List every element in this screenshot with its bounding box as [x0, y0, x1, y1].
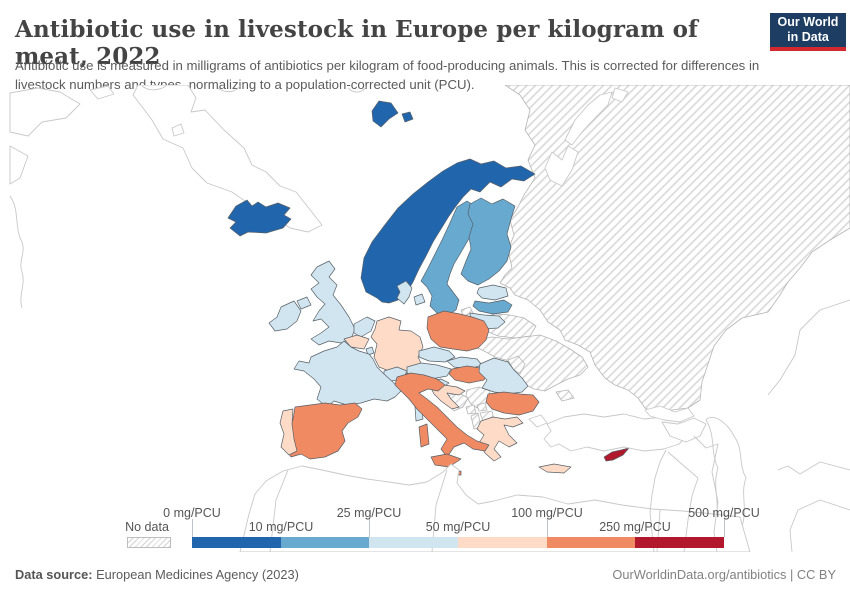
legend-tick-label-3: 50 mg/PCU [425, 520, 491, 534]
legend-bin-2[interactable] [369, 537, 459, 548]
legend-tick-label-5: 250 mg/PCU [599, 520, 671, 534]
country-sardinia[interactable] [418, 423, 430, 448]
owid-logo-line1: Our World [777, 14, 839, 29]
outline-africa [239, 463, 751, 552]
legend-tick-label-1: 10 mg/PCU [248, 520, 314, 534]
country-denmark-zealand[interactable] [413, 293, 426, 306]
country-svalbard-1[interactable] [371, 100, 399, 128]
legend-bin-4[interactable] [546, 537, 636, 548]
country-croatia[interactable] [430, 384, 466, 410]
footer: Data source: European Medicines Agency (… [0, 562, 850, 592]
country-norway[interactable] [360, 158, 536, 304]
country-portugal[interactable] [279, 408, 298, 456]
country-crimea[interactable] [555, 389, 575, 402]
legend-tick-label-0: 0 mg/PCU [163, 506, 221, 520]
country-italy[interactable] [394, 372, 490, 458]
legend-tick-mark-0 [192, 519, 193, 537]
country-greece[interactable] [476, 416, 524, 462]
owid-logo[interactable]: Our World in Data [770, 13, 846, 51]
country-romania[interactable] [478, 357, 529, 395]
outline-central-asia-border [789, 499, 850, 552]
legend-tick-label-4: 100 mg/PCU [511, 506, 583, 520]
outline-syria-iraq-border [667, 451, 699, 552]
country-latvia[interactable] [472, 299, 513, 315]
legend-no-data-swatch[interactable] [127, 537, 171, 548]
outline-levant-coast [649, 449, 667, 552]
country-montenegro[interactable] [465, 404, 477, 415]
outline-canada-3 [89, 85, 115, 100]
outline-kazakhstan-border-1 [767, 299, 850, 396]
page-subtitle: Antibiotic use is measured in milligrams… [15, 58, 760, 93]
country-france[interactable] [293, 340, 402, 408]
data-source-value: European Medicines Agency (2023) [92, 567, 299, 582]
country-sicily[interactable] [430, 453, 462, 468]
country-netherlands[interactable] [353, 316, 376, 338]
data-source-label: Data source: [15, 567, 93, 582]
country-united-kingdom[interactable] [310, 260, 356, 346]
country-czechia[interactable] [418, 346, 456, 363]
country-spain[interactable] [285, 402, 363, 460]
country-luxembourg[interactable] [365, 346, 375, 356]
owid-logo-line2: in Data [787, 30, 829, 44]
outline-turkey-thrace [528, 414, 548, 428]
outline-novaya-zemlya-1 [564, 91, 613, 146]
outline-arctic-1 [141, 85, 167, 91]
country-finland[interactable] [460, 197, 516, 286]
outline-turkey [543, 413, 690, 452]
outline-iraq-iran-border [693, 435, 719, 552]
outline-kazakhstan-border-2 [777, 461, 850, 475]
country-kosovo[interactable] [476, 402, 488, 412]
country-bulgaria[interactable] [485, 391, 540, 416]
outline-georgia [644, 405, 695, 423]
legend-tick-mark-6 [724, 519, 725, 537]
country-ireland[interactable] [268, 300, 302, 332]
country-denmark[interactable] [396, 280, 413, 305]
outline-canada-1 [9, 87, 81, 137]
data-source-text: Data source: European Medicines Agency (… [15, 567, 299, 582]
legend-bin-1[interactable] [280, 537, 370, 548]
outline-arctic-2 [217, 85, 241, 93]
legend-bin-0[interactable] [192, 537, 281, 548]
outline-africa-border-1 [269, 469, 289, 552]
legend-no-data-label: No data [125, 520, 169, 534]
country-iceland[interactable] [227, 199, 292, 237]
outline-armenia-azerbaijan [661, 417, 707, 443]
legend-bin-5[interactable] [635, 537, 725, 548]
page-title: Antibiotic use in livestock in Europe pe… [15, 16, 699, 70]
outline-arctic-3 [347, 86, 367, 93]
footer-license-link[interactable]: OurWorldinData.org/antibiotics | CC BY [612, 567, 836, 582]
outline-canada-2 [9, 145, 29, 185]
legend-bin-3[interactable] [458, 537, 547, 548]
legend-tick-label-2: 25 mg/PCU [336, 506, 402, 520]
country-northern-ireland[interactable] [296, 296, 312, 310]
outline-white-sea [544, 145, 579, 187]
outline-canada-coast [9, 195, 24, 309]
legend-color-bar [192, 537, 725, 548]
country-crete[interactable] [538, 463, 572, 474]
country-russia[interactable] [499, 85, 850, 415]
country-poland[interactable] [426, 310, 490, 352]
country-cyprus[interactable] [603, 447, 630, 462]
legend-tick-mark-2 [369, 519, 370, 537]
country-estonia[interactable] [476, 284, 509, 301]
outline-novaya-zemlya-2 [611, 87, 629, 103]
legend-tick-mark-4 [547, 519, 548, 537]
map-legend: No data 0 mg/PCU 10 mg/PCU 25 mg/PCU 50 mg/… [0, 505, 850, 555]
outline-greenland [132, 85, 323, 233]
legend-tick-label-6: 500 mg/PCU [688, 506, 760, 520]
outline-greenland-island [171, 123, 185, 137]
country-ukraine[interactable] [475, 334, 589, 392]
outline-africa-border-2 [431, 469, 448, 552]
country-svalbard-2[interactable] [401, 111, 414, 123]
europe-choropleth-map [9, 85, 850, 552]
